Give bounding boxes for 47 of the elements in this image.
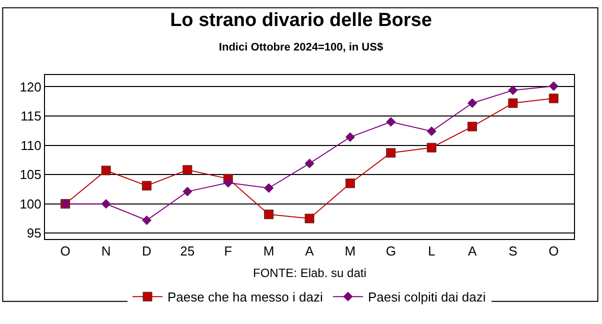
chart-subtitle: Indici Ottobre 2024=100, in US$ — [218, 42, 384, 54]
x-tick-label: O — [60, 244, 70, 259]
point — [182, 165, 192, 175]
y-tick-label: 95 — [26, 226, 42, 241]
y-tick-label: 100 — [20, 196, 42, 212]
x-tick-label: M — [263, 244, 274, 259]
x-tick-label: G — [386, 244, 396, 259]
x-tick-label: M — [344, 244, 356, 259]
y-tick-label: 115 — [20, 108, 42, 124]
point — [182, 186, 192, 196]
point — [386, 117, 396, 127]
x-tick-label: F — [224, 244, 232, 259]
y-tick-label: 110 — [20, 138, 42, 153]
point — [508, 85, 518, 96]
point — [223, 178, 233, 188]
x-tick-label: O — [548, 244, 559, 259]
y-tick-label: 120 — [20, 79, 42, 94]
x-tick-label: A — [305, 244, 314, 259]
x-tick-label: A — [468, 244, 477, 259]
point — [508, 98, 518, 108]
point — [304, 214, 314, 224]
y-tick-label: 105 — [20, 167, 42, 182]
point — [345, 132, 355, 142]
point — [467, 98, 478, 108]
point — [426, 126, 436, 136]
legend-label: Paese che ha messo i dazi — [168, 290, 323, 305]
point — [264, 183, 274, 193]
point — [548, 94, 558, 104]
legend-label: Paesi colpiti dai dazi — [368, 290, 486, 305]
x-tick-label: L — [428, 244, 436, 259]
chart-title: Lo strano divario delle Borse — [170, 10, 432, 31]
point — [101, 166, 111, 176]
x-tick-label: 25 — [180, 244, 195, 259]
x-tick-label: N — [101, 244, 111, 259]
point — [548, 81, 558, 91]
point — [345, 178, 355, 188]
point — [468, 122, 478, 132]
x-tick-label: S — [508, 244, 518, 259]
point — [304, 158, 314, 168]
point — [101, 199, 111, 209]
point — [264, 210, 274, 220]
point — [426, 142, 436, 152]
source-note: FONTE: Elab. su dati — [253, 266, 366, 280]
x-tick-label: D — [142, 244, 152, 259]
point — [386, 148, 396, 158]
point — [142, 180, 152, 190]
point — [142, 215, 152, 226]
